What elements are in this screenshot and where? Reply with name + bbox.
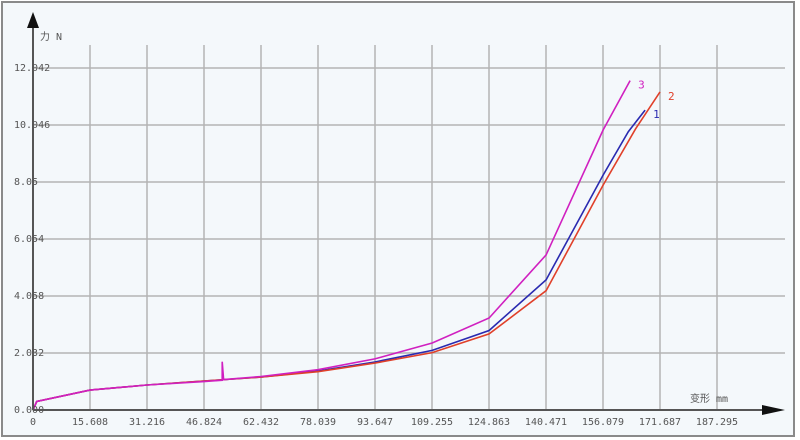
x-tick-label: 78.039 [300, 417, 336, 428]
x-tick-label: 109.255 [411, 417, 453, 428]
x-tick-label: 0 [30, 417, 36, 428]
y-tick-label: 4.058 [14, 291, 44, 302]
x-axis-label: 变形 mm [690, 392, 728, 405]
x-tick-label: 124.863 [468, 417, 510, 428]
x-tick-label: 187.295 [696, 417, 738, 428]
series-label-3: 3 [638, 79, 645, 92]
x-tick-label: 62.432 [243, 417, 279, 428]
x-tick-label: 31.216 [129, 417, 165, 428]
x-tick-label: 93.647 [357, 417, 393, 428]
x-tick-label: 15.608 [72, 417, 108, 428]
series-line-3 [32, 80, 631, 411]
y-axis-arrow-icon [27, 12, 39, 28]
x-tick-label: 156.079 [582, 417, 624, 428]
y-tick-label: 2.032 [14, 348, 44, 359]
x-axis-arrow-icon [762, 405, 785, 415]
x-tick-label: 46.824 [186, 417, 222, 428]
series-label-2: 2 [668, 90, 675, 103]
x-tick-label: 140.471 [525, 417, 567, 428]
y-axis-label: 力 N [40, 30, 62, 43]
series-label-1: 1 [653, 108, 660, 121]
y-tick-label: 0.000 [14, 405, 44, 416]
x-tick-label: 171.687 [639, 417, 681, 428]
y-tick-label: 8.05 [14, 177, 38, 188]
y-tick-label: 6.054 [14, 234, 44, 245]
